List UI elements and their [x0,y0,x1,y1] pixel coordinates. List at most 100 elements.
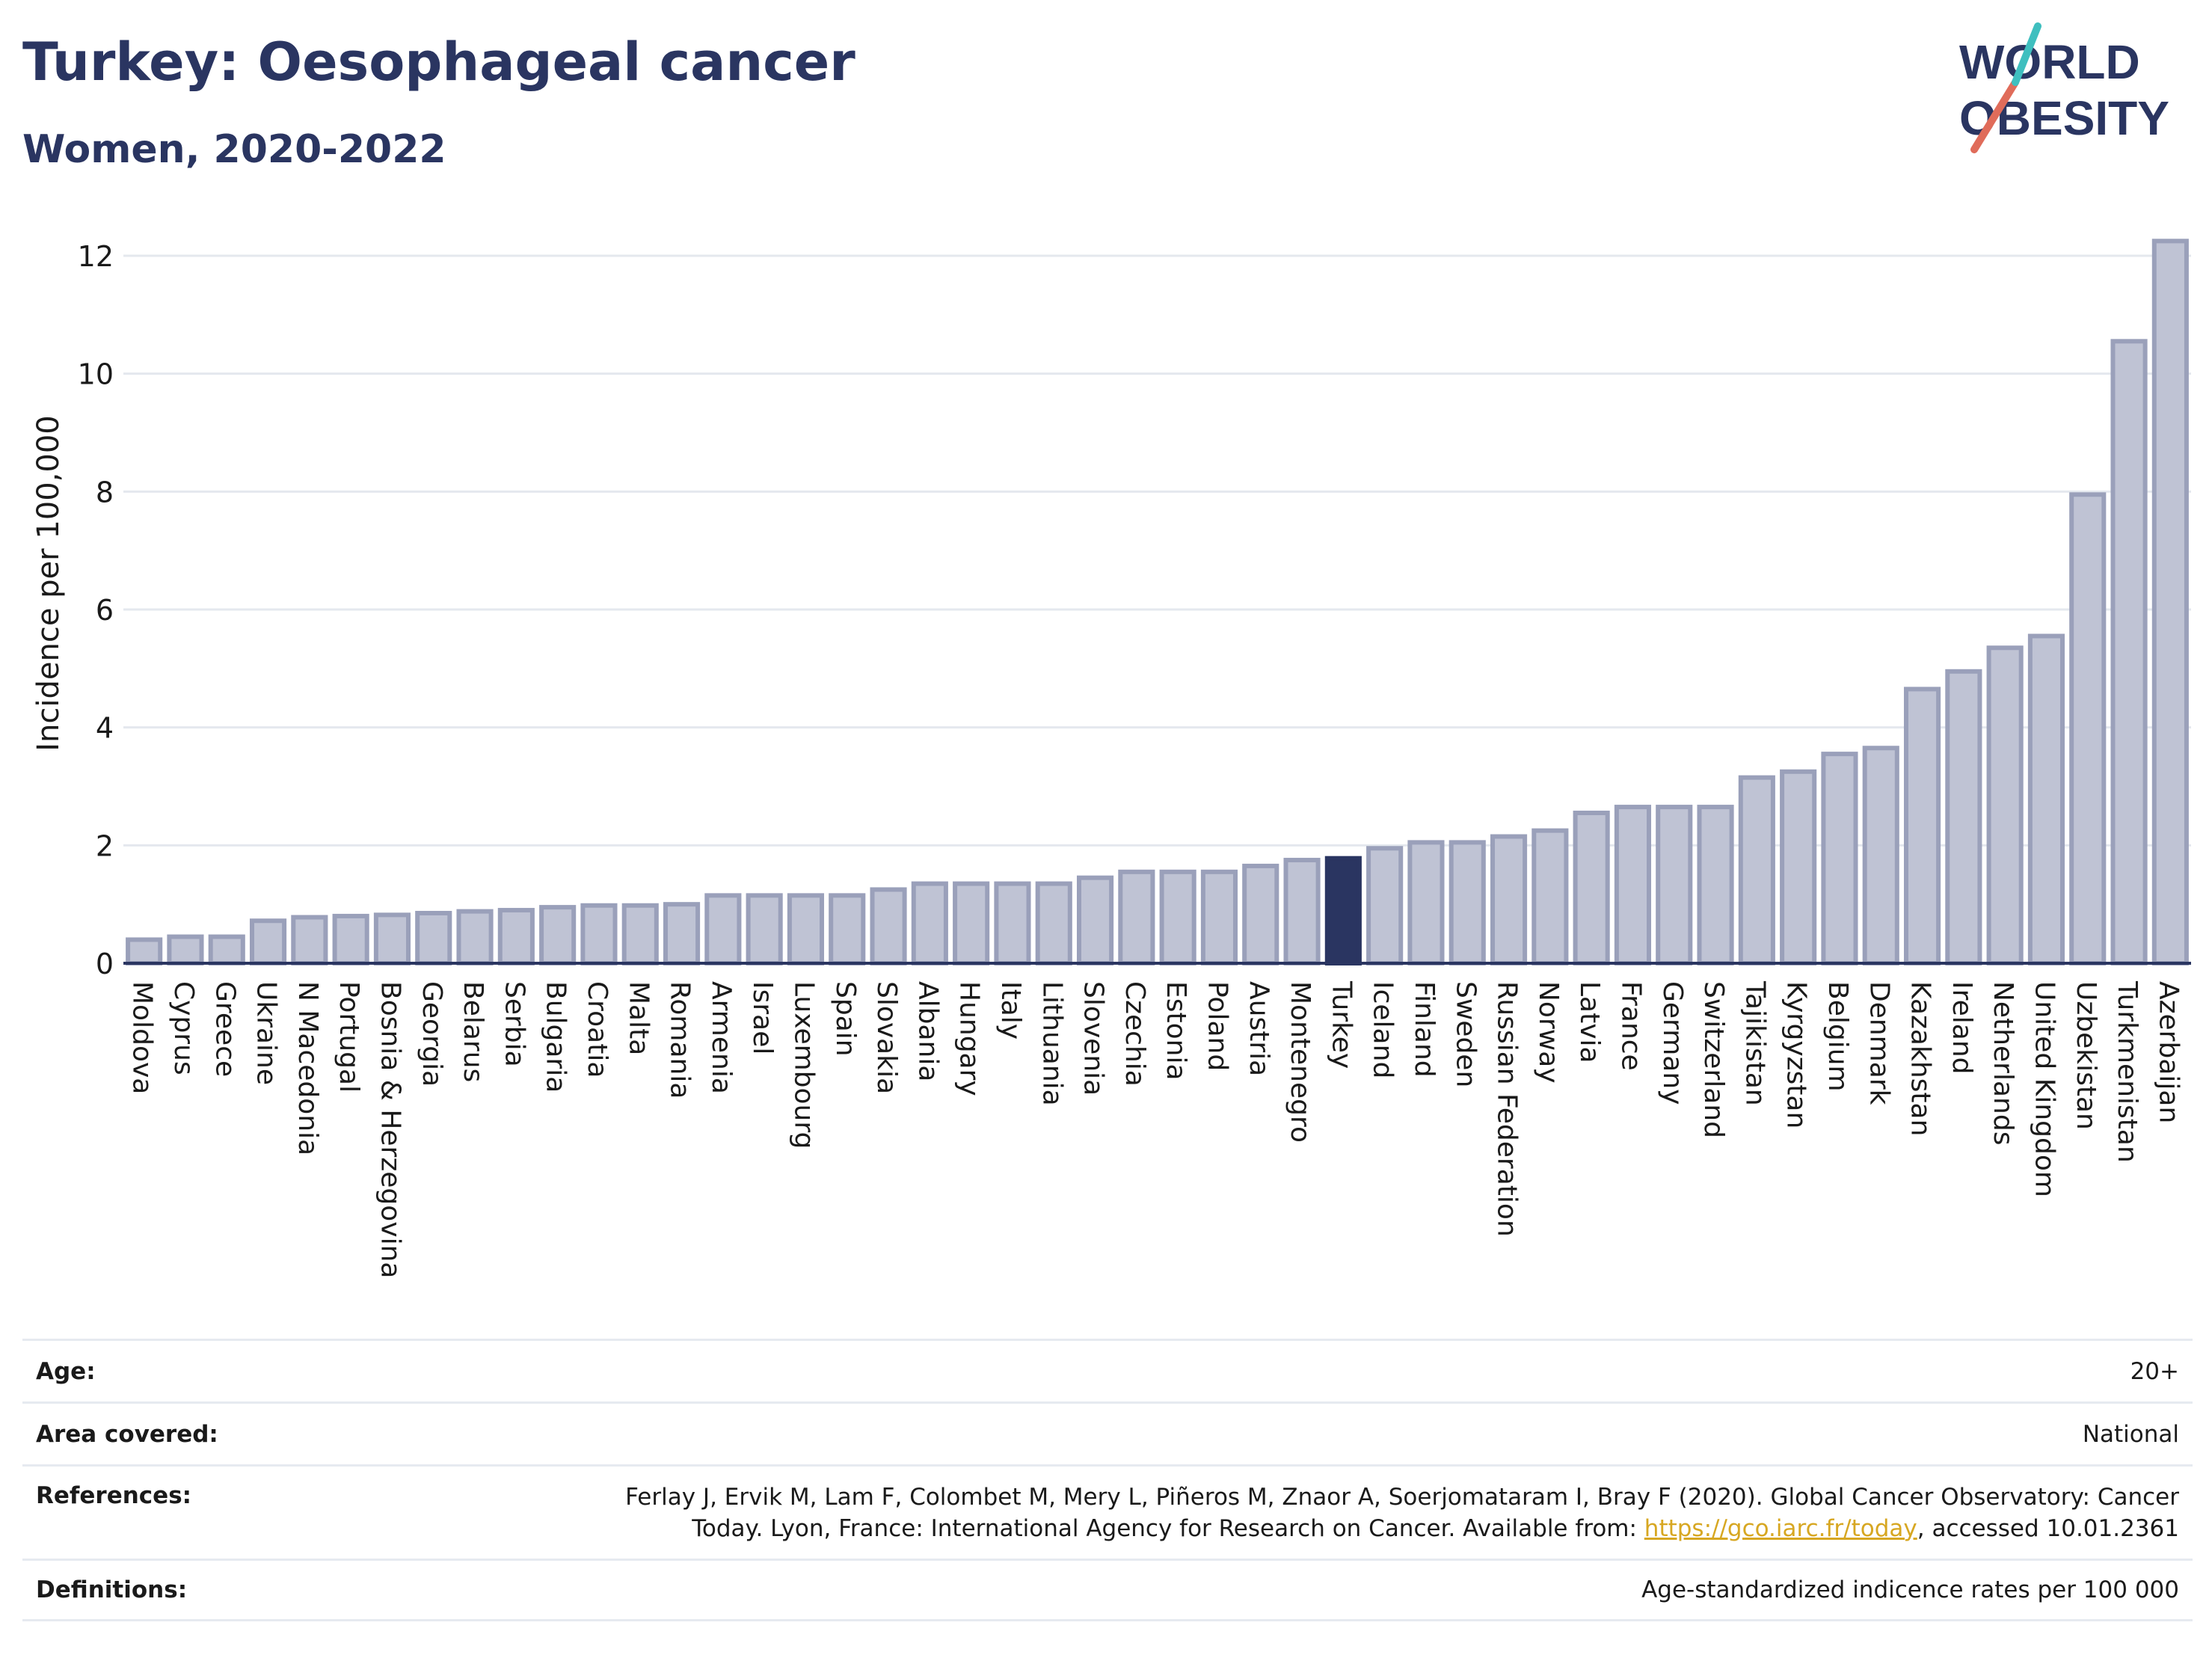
bar-belgium [1821,752,1858,965]
bar-belarus [456,909,494,966]
bar-turkmenistan [2110,339,2148,965]
bar-chart: 0 2 4 6 8 10 12 Moldova Cyprus Greece Ukraine N Ma… [31,239,2191,1278]
x-tick-label: Latvia [1574,981,1605,1063]
bar-denmark [1862,746,1899,966]
x-tick-label: Ireland [1947,981,1977,1075]
bar-germany [1656,805,1693,966]
bar-uzbekistan [2069,492,2107,965]
bar-sweden [1448,840,1486,966]
bar-poland [1200,869,1238,966]
x-tick-label: Kyrgyzstan [1781,981,1812,1129]
bar-france [1614,805,1652,966]
bar-iceland [1366,846,1404,966]
x-tick-label: Serbia [499,981,529,1067]
x-tick-label: Ukraine [251,981,282,1085]
meta-row-area: Area covered: National [22,1401,2193,1464]
bar-montenegro [1283,858,1321,965]
y-tick-label: 4 [96,712,114,745]
x-tick-label: Belarus [458,981,488,1082]
y-tick-label: 12 [78,240,114,273]
bar-bosnia-herzegovina [373,912,411,966]
x-tick-label: Romania [665,981,695,1099]
bar-tajikistan [1738,775,1775,966]
bar-turkey [1324,856,1362,965]
bar-ireland [1945,669,1982,966]
bar-malta [621,903,659,965]
bar-luxembourg [787,893,825,966]
x-tick-label: Sweden [1450,981,1481,1087]
age-value: 20+ [2130,1357,2179,1385]
x-tick-label: Croatia [582,981,612,1078]
bar-israel [746,893,783,966]
x-tick-label: Luxembourg [788,981,819,1149]
x-tick-label: Bulgaria [541,981,571,1093]
x-tick-labels: Moldova Cyprus Greece Ukraine N Macedonia Por… [127,980,2184,1278]
x-tick-label: Spain [830,981,861,1057]
x-tick-label: Moldova [127,981,158,1094]
bar-armenia [704,893,742,966]
logo-line1: WORLD [1959,35,2140,89]
x-tick-label: Kazakhstan [1905,981,1936,1136]
bar-austria [1242,863,1279,966]
bar-slovakia [870,887,907,966]
bar-netherlands [1986,645,2024,965]
x-tick-label: Slovenia [1078,981,1109,1096]
x-tick-label: Switzerland [1698,981,1729,1138]
x-tick-label: Estonia [1161,981,1191,1081]
bar-lithuania [1035,881,1072,965]
bar-finland [1407,840,1445,966]
bar-bulgaria [539,905,577,965]
x-tick-label: N Macedonia [292,981,323,1155]
x-tick-label: Armenia [706,981,737,1094]
logo-slash-teal [2012,22,2042,86]
page-subtitle: Women, 2020-2022 [22,127,446,172]
bar-kyrgyzstan [1780,769,1817,965]
bar-united-kingdom [2027,633,2065,965]
bar-georgia [415,910,452,966]
references-link[interactable]: https://gco.iarc.fr/today [1644,1514,1917,1542]
bar-portugal [332,913,369,966]
bar-greece [208,934,245,966]
y-tick-label: 2 [96,829,114,862]
y-axis-label: Incidence per 100,000 [31,415,66,752]
x-tick-label: Montenegro [1285,981,1315,1143]
x-tick-label: Italy [995,981,1026,1040]
bar-cyprus [167,934,204,966]
meta-row-references: References: Ferlay J, Ervik M, Lam F, Co… [22,1464,2193,1559]
x-tick-label: Azerbaijan [2153,981,2184,1123]
references-line1: Ferlay J, Ervik M, Lam F, Colombet M, Me… [625,1483,2179,1511]
bar-italy [994,881,1031,965]
y-tick-labels: 0 2 4 6 8 10 12 [78,240,114,980]
x-tick-label: Malta [623,981,654,1055]
x-tick-label: Hungary [954,981,985,1096]
x-tick-label: Austria [1244,981,1274,1076]
logo-slash-red [1970,79,2019,153]
bar-serbia [497,908,535,966]
y-tick-label: 6 [96,594,114,627]
x-tick-label: Denmark [1864,981,1894,1105]
x-tick-label: Iceland [1368,981,1398,1078]
bar-azerbaijan [2151,239,2189,965]
bar-hungary [953,881,990,965]
x-tick-label: Uzbekistan [2071,981,2101,1130]
x-tick-label: Greece [209,981,240,1077]
bar-albania [911,881,948,965]
x-tick-label: Slovakia [871,981,902,1094]
bar-norway [1531,828,1569,965]
y-tick-label: 10 [78,358,114,391]
area-label: Area covered: [36,1420,218,1448]
x-tick-label: Cyprus [168,981,199,1075]
x-tick-label: Russian Federation [1492,981,1523,1237]
bars [126,239,2189,966]
bar-slovenia [1076,875,1114,965]
meta-row-age: Age: 20+ [22,1339,2193,1401]
x-tick-label: Netherlands [1988,981,2018,1145]
bar-ukraine [249,918,287,965]
age-label: Age: [36,1357,96,1385]
references-line2-pre: Today. Lyon, France: International Agenc… [692,1514,1644,1542]
x-tick-label: Finland [1409,981,1440,1078]
y-tick-label: 0 [96,948,114,980]
x-tick-label: Bosnia & Herzegovina [375,981,405,1278]
x-tick-label: Turkey [1326,980,1357,1069]
x-tick-label: Tajikistan [1739,980,1770,1106]
